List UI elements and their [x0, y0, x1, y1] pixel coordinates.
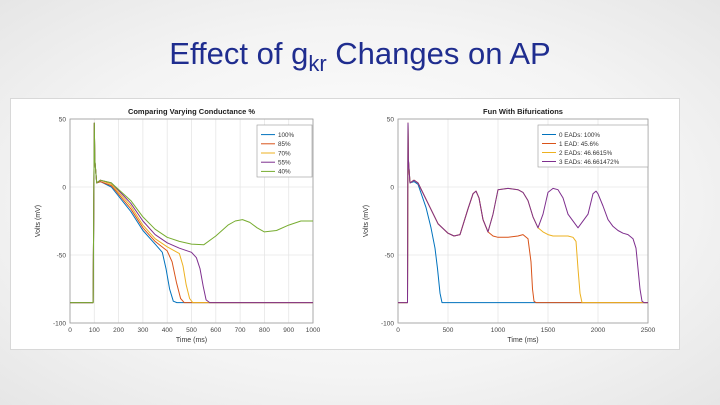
chart2-legend-label-2: 1 EAD: 45.6%: [559, 141, 599, 148]
chart1-legend-label-4: 55%: [278, 160, 291, 167]
chart1-legend-label-1: 100%: [278, 132, 295, 139]
chart2-title: Fun With Bifurications: [483, 107, 563, 116]
chart2-y-tick-label: 0: [390, 185, 394, 192]
chart2-x-tick-label: 1000: [491, 327, 506, 334]
chart2-legend-box: [537, 124, 649, 168]
chart2-x-axis-label: Time (ms): [507, 337, 538, 344]
chart2-y-tick-label: 50: [387, 117, 395, 124]
chart1-x-tick-label: 800: [259, 327, 270, 334]
chart2-legend-label-4: 3 EADs: 46.661472%: [559, 159, 620, 166]
chart1-y-axis-label: Volts (mV): [35, 205, 42, 237]
chart1-x-axis-label: Time (ms): [176, 337, 207, 344]
chart1-series-line-5: [70, 122, 313, 304]
chart1-x-tick-label: 200: [113, 327, 124, 334]
chart2-axes-box: [397, 118, 649, 324]
chart2-x-tick-label: 2500: [641, 327, 656, 334]
slide-title: Effect of gkr Changes on AP: [0, 36, 720, 77]
chart2-x-tick-label: 0: [396, 327, 400, 334]
chart2-legend-label-3: 2 EADs: 46.6615%: [559, 150, 613, 157]
chart1-title: Comparing Varying Conductance %: [128, 107, 255, 116]
charts-svg: 0 100 200 300 400 500 600 700 800 900 1000-100-500…: [35, 107, 656, 344]
chart1-x-tick-label: 700: [235, 327, 246, 334]
chart1-x-tick-label: 900: [283, 327, 294, 334]
chart1-x-tick-label: 100: [89, 327, 100, 334]
chart1-legend-label-2: 85%: [278, 141, 291, 148]
chart2-x-tick-label: 1500: [541, 327, 556, 334]
chart1-x-tick-label: 0: [68, 327, 72, 334]
title-prefix: Effect of g: [169, 36, 309, 71]
chart2-x-tick-label: 2000: [591, 327, 606, 334]
chart1-legend-label-3: 70%: [278, 150, 291, 157]
chart1-x-tick-label: 300: [137, 327, 148, 334]
title-suffix: Changes on AP: [326, 36, 551, 71]
chart2-y-tick-label: -100: [381, 321, 394, 328]
chart1-y-tick-label: 0: [62, 185, 66, 192]
chart1-legend-label-5: 40%: [278, 169, 291, 176]
chart2-x-tick-label: 500: [443, 327, 454, 334]
figure-image: 0 100 200 300 400 500 600 700 800 900 1000 -100 -50 0…: [10, 98, 680, 350]
chart1-x-tick-label: 500: [186, 327, 197, 334]
chart1-x-tick-label: 600: [210, 327, 221, 334]
chart2-legend-label-1: 0 EADs: 100%: [559, 132, 600, 139]
chart1-legend-box: [256, 124, 313, 178]
chart1-y-tick-label: -100: [53, 321, 66, 328]
chart1-x-tick-label: 400: [162, 327, 173, 334]
chart2-series-line-4: [398, 122, 648, 304]
chart2-y-axis-label: Volts (mV): [363, 205, 370, 237]
chart1-y-tick-label: -50: [57, 253, 67, 260]
chart1-y-tick-label: 50: [59, 117, 67, 124]
chart2-y-tick-label: -50: [385, 253, 395, 260]
title-subscript: kr: [308, 51, 327, 76]
chart1-x-tick-label: 1000: [306, 327, 321, 334]
